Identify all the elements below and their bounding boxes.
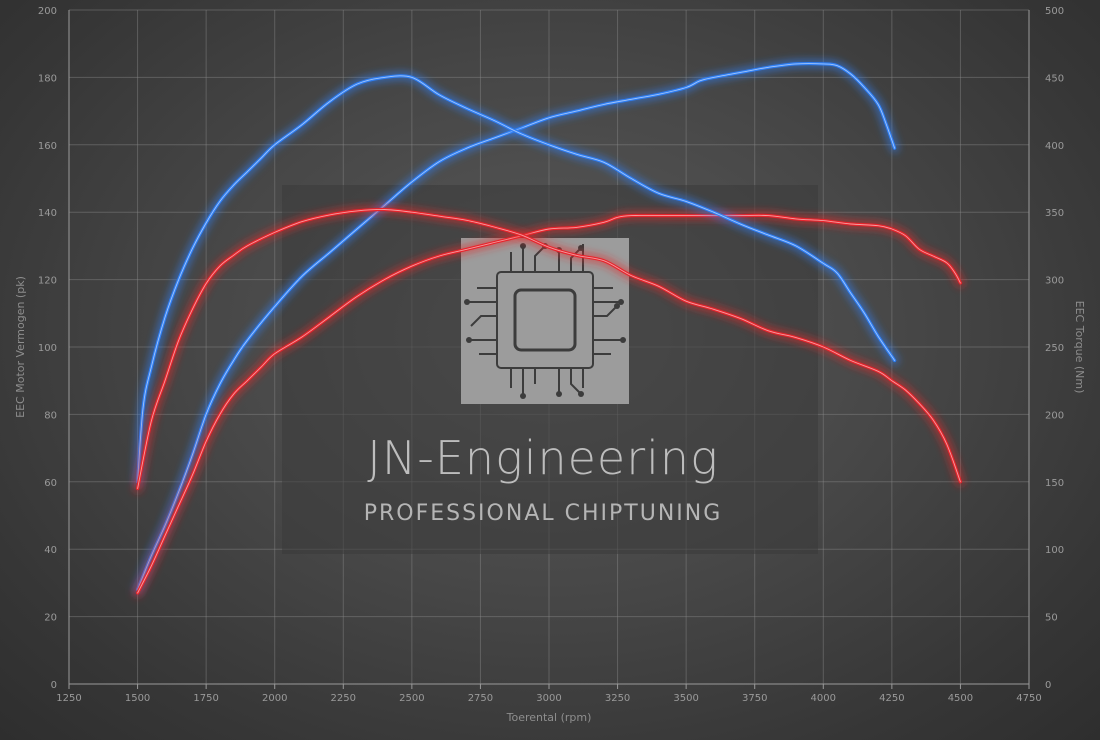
y2-tick-label: 500 [1045, 6, 1064, 17]
y-tick-label: 180 [38, 73, 57, 84]
y2-axis-title: EEC Torque (Nm) [1073, 301, 1086, 394]
x-tick-label: 3250 [605, 693, 630, 704]
watermark: JN-Engineering PROFESSIONAL CHIPTUNING [282, 185, 818, 554]
y-axis-title: EEC Motor Vermogen (pk) [14, 276, 27, 418]
series-highlight [137, 63, 896, 591]
x-tick-label: 4250 [879, 693, 904, 704]
y-tick-label: 120 [38, 276, 57, 287]
y2-tick-label: 100 [1045, 545, 1064, 556]
series-2 [133, 210, 965, 598]
y2-tick-label: 200 [1045, 410, 1064, 421]
x-tick-label: 1500 [125, 693, 150, 704]
x-tick-label: 1250 [56, 693, 81, 704]
y2-tick-label: 150 [1045, 478, 1064, 489]
x-axis-title: Toerental (rpm) [506, 711, 592, 724]
y2-tick-label: 350 [1045, 208, 1064, 219]
y2-tick-label: 400 [1045, 141, 1064, 152]
y-tick-label: 0 [51, 680, 57, 691]
y-tick-label: 200 [38, 6, 57, 17]
x-tick-label: 2250 [331, 693, 356, 704]
series-1 [133, 59, 900, 595]
y-tick-label: 20 [44, 613, 57, 624]
x-tick-label: 3750 [742, 693, 767, 704]
y-tick-label: 100 [38, 343, 57, 354]
series-group [133, 59, 965, 598]
y2-tick-label: 300 [1045, 276, 1064, 287]
x-tick-label: 1750 [193, 693, 218, 704]
y2-tick-label: 450 [1045, 73, 1064, 84]
y2-tick-label: 250 [1045, 343, 1064, 354]
y-tick-label: 60 [44, 478, 57, 489]
y-tick-label: 160 [38, 141, 57, 152]
x-tick-label: 2500 [399, 693, 424, 704]
axes: 1250 1500 1750 2000 2250 2500 2750 3000 3250 3500… [38, 6, 1064, 704]
x-tick-label: 4000 [811, 693, 836, 704]
watermark-title: JN-Engineering [367, 431, 718, 485]
x-tick-label: 4500 [948, 693, 973, 704]
y-tick-label: 140 [38, 208, 57, 219]
series-3 [133, 71, 900, 487]
series-highlight [137, 75, 896, 483]
y2-tick-label: 0 [1045, 680, 1051, 691]
x-tick-label: 3500 [673, 693, 698, 704]
x-tick-label: 2750 [468, 693, 493, 704]
series-highlight [137, 214, 961, 594]
y-tick-label: 40 [44, 545, 57, 556]
y-tick-label: 80 [44, 410, 57, 421]
series-4 [133, 204, 965, 493]
series-highlight [137, 209, 961, 489]
x-tick-label: 2000 [262, 693, 287, 704]
x-tick-label: 3000 [536, 693, 561, 704]
y2-tick-label: 50 [1045, 613, 1058, 624]
x-tick-label: 4750 [1016, 693, 1041, 704]
watermark-subtitle: PROFESSIONAL CHIPTUNING [364, 501, 723, 526]
